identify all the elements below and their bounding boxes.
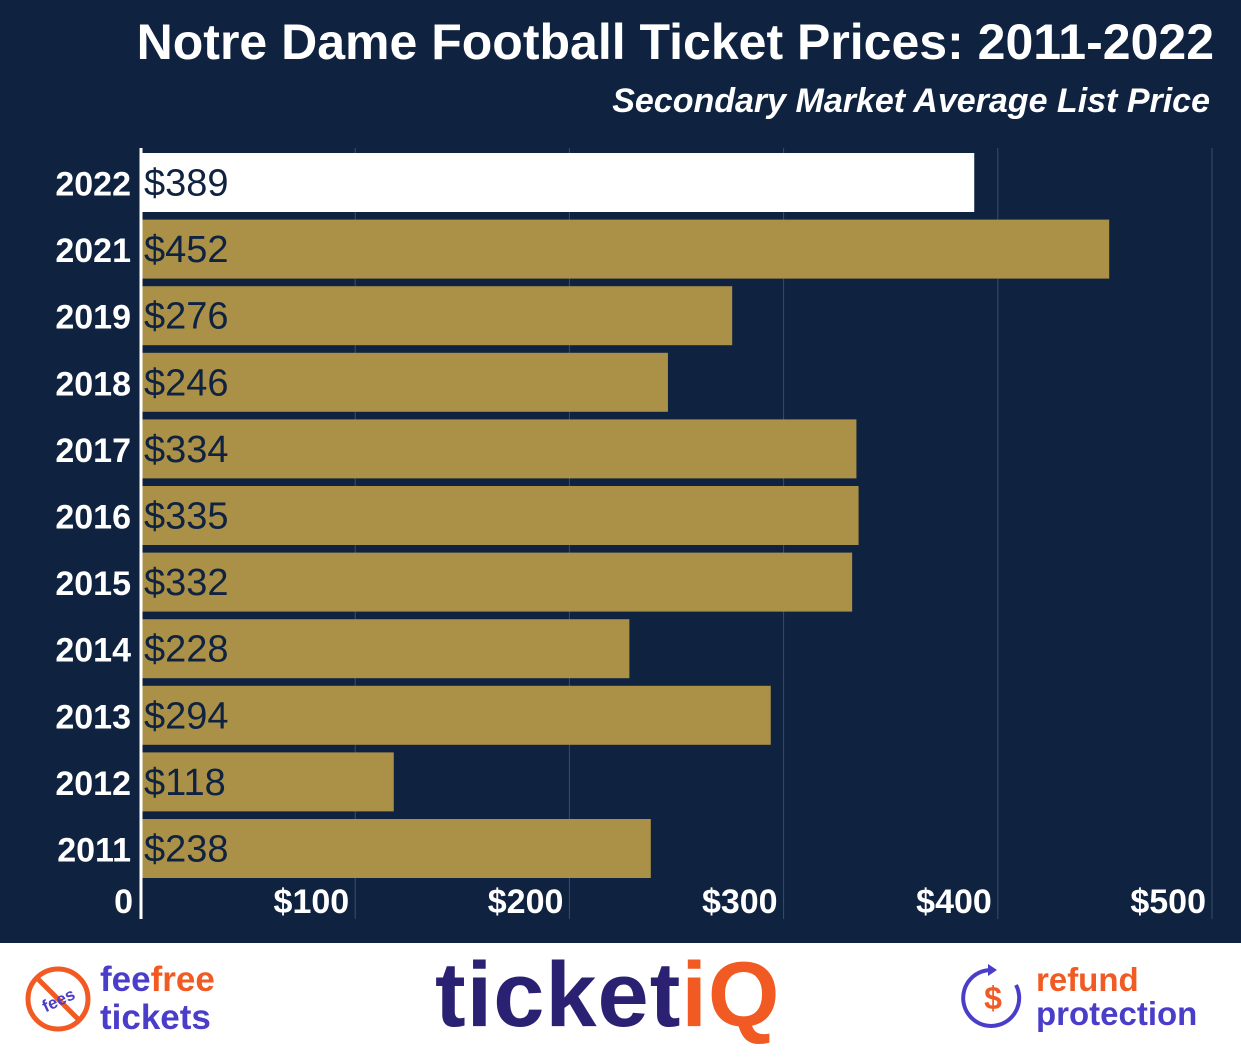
bar-2016: [141, 486, 859, 545]
category-label-2016: 2016: [55, 499, 131, 537]
protection-word: protection: [1036, 995, 1198, 1032]
bar-chart: 2022 $389 2021 $452 2019 $276 2018 $246 2017 $334…: [55, 148, 1213, 921]
chart-panel: Notre Dame Football Ticket Prices: 2011-…: [0, 0, 1241, 943]
value-label-2016: $335: [144, 496, 229, 538]
bar-2019: [141, 286, 733, 346]
fee-free-word-free: free: [150, 960, 215, 999]
value-label-2019: $276: [144, 296, 229, 338]
category-label-2011: 2011: [57, 832, 131, 870]
category-label-2019: 2019: [55, 299, 131, 337]
bar-2012: [141, 752, 394, 812]
bar-2015: [141, 552, 853, 612]
refund-word: refund: [1036, 961, 1139, 998]
category-label-2018: 2018: [55, 365, 131, 403]
fee-free-word-tickets: tickets: [100, 998, 211, 1037]
category-label-2013: 2013: [55, 698, 131, 736]
bar-2022: [141, 153, 975, 212]
footer-banner: fees feefree tickets ticketiQ $ refund p…: [0, 943, 1241, 1057]
category-label-2012: 2012: [55, 765, 131, 803]
category-label-2017: 2017: [55, 432, 131, 470]
bar-2021: [141, 219, 1110, 279]
bar-2017: [141, 419, 857, 479]
value-label-2017: $334: [144, 429, 229, 471]
x-tick-label-300: $300: [702, 883, 778, 921]
value-label-2021: $452: [144, 229, 229, 271]
x-tick-label-100: $100: [274, 883, 350, 921]
refund-dollar-icon: $: [961, 964, 1022, 1028]
category-label-2022: 2022: [55, 166, 131, 204]
x-tick-label-0: 0: [114, 883, 133, 921]
no-fees-icon: fees: [25, 966, 91, 1032]
category-label-2015: 2015: [55, 565, 131, 603]
chart-title: Notre Dame Football Ticket Prices: 2011-…: [136, 14, 1214, 70]
fee-free-word-fee: fee: [100, 960, 151, 999]
value-label-2022: $389: [144, 163, 229, 205]
logo-main-text: ticket: [435, 944, 682, 1046]
chart-subtitle: Secondary Market Average List Price: [612, 82, 1210, 120]
bar-2018: [141, 352, 668, 412]
value-label-2012: $118: [144, 762, 226, 804]
value-label-2011: $238: [144, 829, 229, 871]
value-label-2015: $332: [144, 562, 229, 604]
bar-2014: [141, 619, 630, 679]
bar-2011: [141, 819, 651, 878]
x-tick-label-400: $400: [916, 883, 992, 921]
x-tick-label-500: $500: [1130, 883, 1206, 921]
bar-2013: [141, 685, 771, 745]
svg-text:$: $: [984, 980, 1002, 1016]
value-label-2018: $246: [144, 362, 229, 404]
value-label-2013: $294: [144, 695, 229, 737]
refund-protection: refund protection: [1036, 963, 1197, 1031]
category-label-2021: 2021: [55, 232, 131, 270]
logo-accent-text: iQ: [681, 944, 781, 1046]
x-tick-label-200: $200: [488, 883, 564, 921]
ticketiq-logo: ticketiQ: [435, 945, 780, 1045]
category-label-2014: 2014: [55, 632, 131, 670]
fee-free-tickets: feefree tickets: [100, 961, 215, 1037]
value-label-2014: $228: [144, 629, 229, 671]
